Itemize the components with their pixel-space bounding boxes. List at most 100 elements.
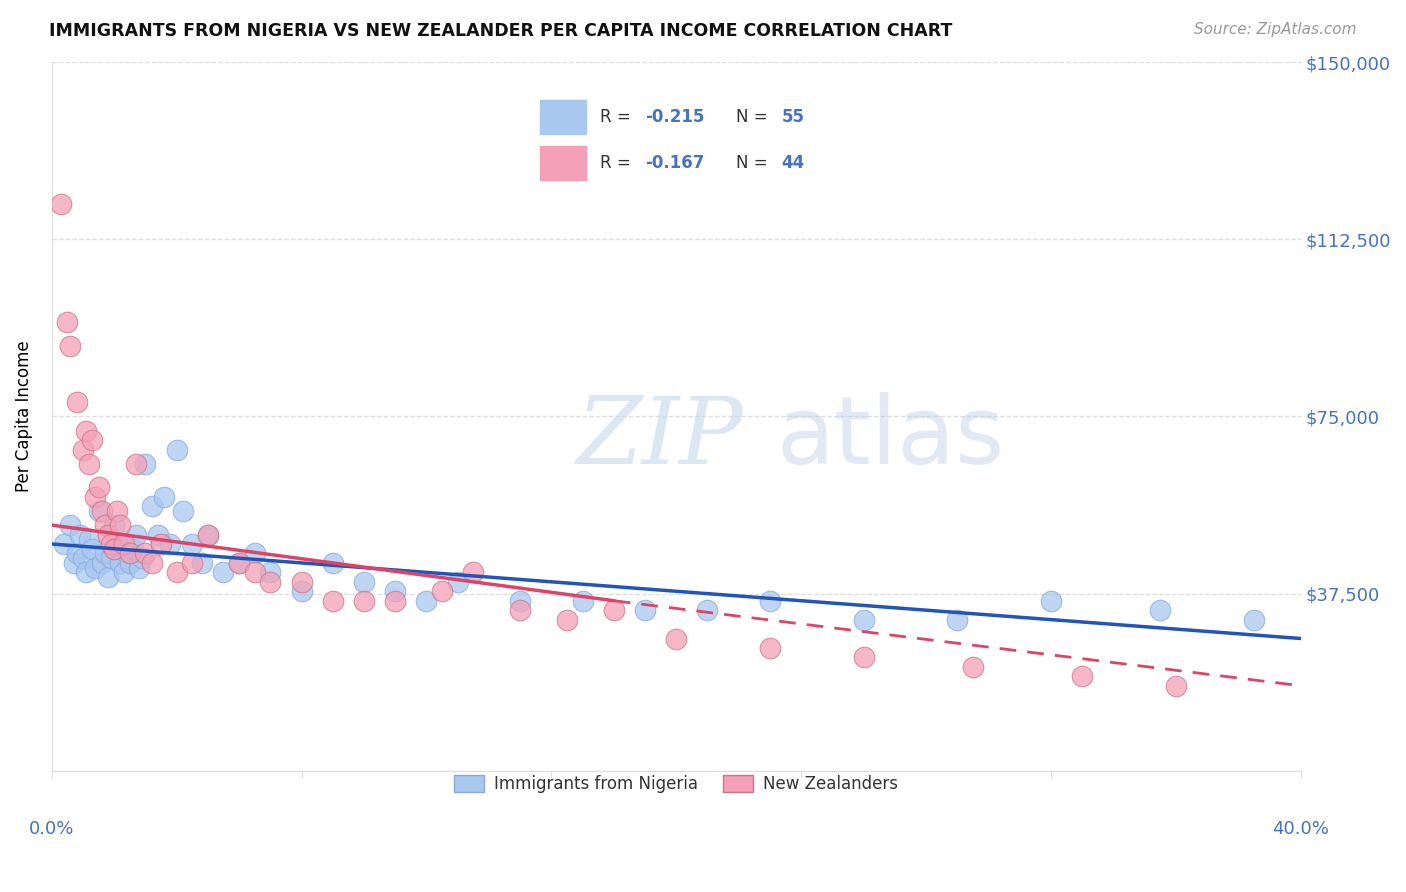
Point [66, 395, 89, 409]
Point [243, 546, 266, 560]
Point [243, 566, 266, 580]
Point [105, 537, 128, 551]
Point [69, 527, 91, 541]
Point [90, 556, 112, 570]
Point [59, 518, 82, 533]
Point [125, 457, 148, 471]
Point [84, 560, 107, 574]
Point [962, 660, 984, 674]
Point [97, 570, 120, 584]
Point [82, 541, 104, 556]
Point [100, 537, 122, 551]
Point [197, 527, 219, 541]
Point [384, 593, 406, 607]
Point [759, 593, 782, 607]
Point [634, 603, 657, 617]
Point [1071, 669, 1094, 683]
Point [97, 527, 120, 541]
Point [134, 546, 156, 560]
Point [87, 480, 110, 494]
Point [509, 593, 531, 607]
Point [118, 556, 141, 570]
Point [100, 551, 122, 566]
Point [105, 504, 128, 518]
Point [72, 442, 94, 457]
Point [110, 556, 132, 570]
Point [322, 556, 344, 570]
Point [131, 551, 153, 566]
Y-axis label: Per Capita Income: Per Capita Income [15, 341, 32, 492]
Text: 40.0%: 40.0% [1272, 821, 1329, 838]
Point [228, 556, 250, 570]
Point [94, 546, 117, 560]
Point [150, 537, 173, 551]
Point [430, 584, 453, 599]
Point [56, 315, 79, 329]
Point [322, 593, 344, 607]
Point [555, 613, 578, 627]
Point [197, 527, 219, 541]
Point [110, 518, 132, 533]
Point [190, 556, 212, 570]
Point [90, 504, 112, 518]
Point [384, 584, 406, 599]
Point [66, 546, 89, 560]
Point [141, 556, 163, 570]
Point [353, 593, 375, 607]
Point [128, 560, 150, 574]
Point [77, 533, 100, 547]
Point [181, 537, 204, 551]
Point [696, 603, 718, 617]
Point [290, 574, 312, 589]
Point [159, 537, 181, 551]
Point [1164, 679, 1187, 693]
Point [72, 551, 94, 566]
Point [75, 566, 97, 580]
Point [53, 537, 76, 551]
Point [665, 632, 688, 646]
Point [509, 603, 531, 617]
Point [103, 518, 125, 533]
Point [49, 197, 72, 211]
Text: Source: ZipAtlas.com: Source: ZipAtlas.com [1194, 22, 1357, 37]
Text: ZIP: ZIP [576, 392, 742, 483]
Text: 0.0%: 0.0% [30, 821, 75, 838]
Point [103, 541, 125, 556]
Point [463, 566, 485, 580]
Point [290, 584, 312, 599]
Point [122, 541, 145, 556]
Point [1149, 603, 1171, 617]
Point [212, 566, 235, 580]
Point [852, 650, 875, 665]
Point [446, 574, 468, 589]
Point [115, 546, 138, 560]
Point [112, 537, 135, 551]
Point [62, 556, 84, 570]
Point [153, 490, 176, 504]
Point [228, 556, 250, 570]
Point [759, 640, 782, 655]
Point [852, 613, 875, 627]
Point [134, 457, 156, 471]
Legend: Immigrants from Nigeria, New Zealanders: Immigrants from Nigeria, New Zealanders [446, 766, 907, 801]
Point [82, 433, 104, 447]
Point [571, 593, 593, 607]
Point [59, 338, 82, 352]
Point [118, 546, 141, 560]
Point [77, 457, 100, 471]
Point [166, 566, 188, 580]
Point [181, 556, 204, 570]
Point [141, 500, 163, 514]
Point [415, 593, 437, 607]
Point [87, 504, 110, 518]
Point [166, 442, 188, 457]
Point [146, 527, 169, 541]
Point [259, 574, 281, 589]
Point [946, 613, 969, 627]
Point [603, 603, 626, 617]
Point [112, 566, 135, 580]
Text: atlas: atlas [776, 392, 1004, 483]
Point [172, 504, 194, 518]
Text: IMMIGRANTS FROM NIGERIA VS NEW ZEALANDER PER CAPITA INCOME CORRELATION CHART: IMMIGRANTS FROM NIGERIA VS NEW ZEALANDER… [49, 22, 953, 40]
Point [1243, 613, 1265, 627]
